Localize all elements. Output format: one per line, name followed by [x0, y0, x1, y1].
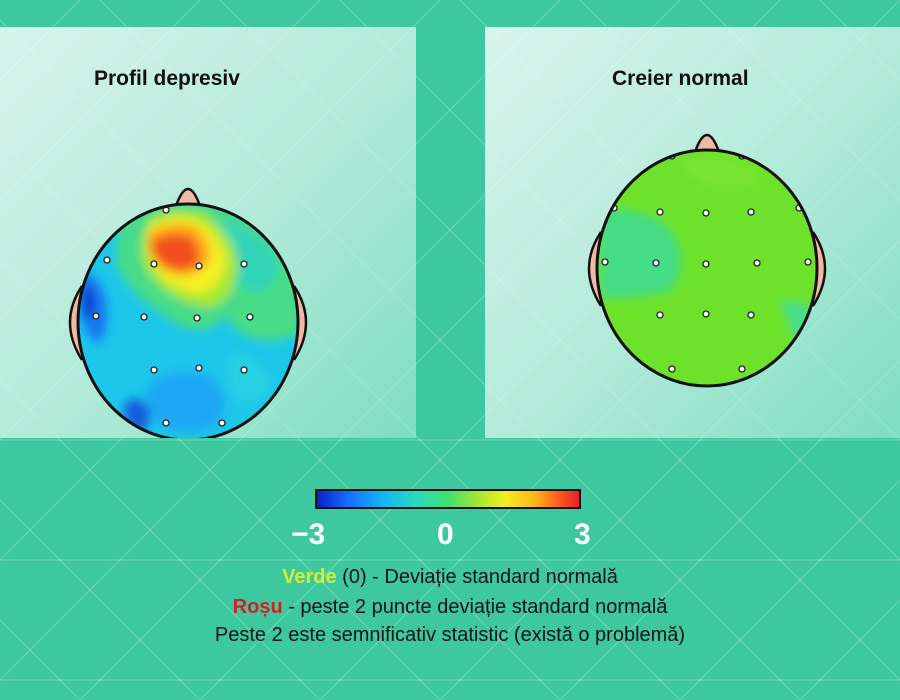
electrode [652, 259, 660, 267]
legend-significance-line: Peste 2 este semnificativ statistic (exi… [214, 624, 686, 646]
panel-normal-brain: Creier normal [485, 27, 900, 438]
brain-map-depressive [68, 187, 308, 438]
electrode [162, 419, 170, 427]
head-outline [595, 148, 819, 388]
electrode [738, 365, 746, 373]
electrode [240, 366, 248, 374]
brain-map-normal [587, 133, 827, 388]
electrode [747, 208, 755, 216]
electrode [218, 419, 226, 427]
electrode [656, 311, 664, 319]
electrode [753, 259, 761, 267]
head-outline [76, 202, 300, 438]
panel-title-normal: Creier normal [612, 67, 749, 90]
electrode [747, 311, 755, 319]
panel-depressive-profile: Profil depresiv [0, 27, 416, 438]
electrode [103, 256, 111, 264]
legend-green-keyword: Verde [282, 566, 337, 588]
electrode [150, 366, 158, 374]
scale-tick-max: 3 [574, 518, 591, 551]
legend-red-line: Roșu - peste 2 puncte deviație standard … [0, 596, 900, 619]
electrode [140, 313, 148, 321]
electrode [702, 260, 710, 268]
legend-red-text: - peste 2 puncte deviație standard norma… [282, 596, 668, 618]
electrode [193, 314, 201, 322]
scale-tick-zero: 0 [437, 518, 454, 551]
panel-title-depressive: Profil depresiv [94, 67, 240, 90]
color-scale-bar [315, 489, 581, 509]
legend-green-text: (0) - Deviație standard normală [336, 566, 618, 588]
legend-red-keyword: Roșu [232, 596, 283, 618]
electrode [668, 365, 676, 373]
scale-tick-min: −3 [291, 518, 326, 551]
electrode [240, 260, 248, 268]
electrode [246, 313, 254, 321]
electrode [804, 258, 812, 266]
electrode [601, 258, 609, 266]
electrode [195, 364, 203, 372]
electrode [195, 262, 203, 270]
electrode [702, 310, 710, 318]
legend-green-line: Verde (0) - Deviație standard normală [0, 566, 900, 589]
electrode [150, 260, 158, 268]
electrode [656, 208, 664, 216]
electrode [92, 312, 100, 320]
electrode [702, 209, 710, 217]
